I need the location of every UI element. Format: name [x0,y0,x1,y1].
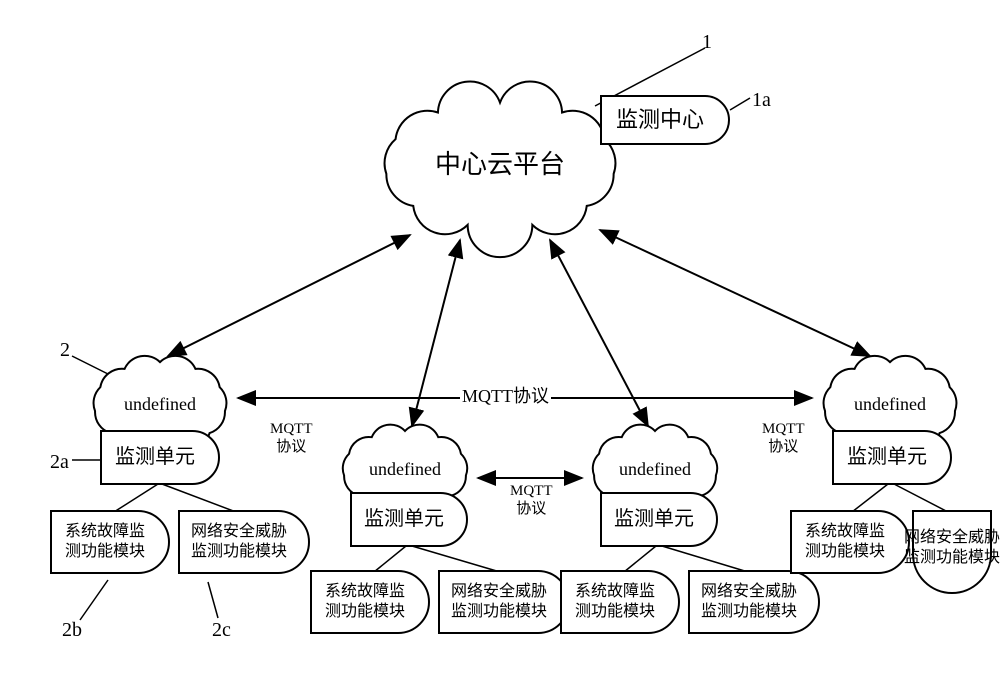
net-module-D: 网络安全威胁 监测功能模块 [912,510,992,594]
mqtt-side-label: MQTT 协议 [268,420,315,456]
monitor-unit-B: 监测单元 [350,492,468,547]
monitor-unit-C: 监测单元 [600,492,718,547]
center-cloud: 中心云平台 [360,85,640,245]
callout-c2c: 2c [210,618,233,642]
sys-module-D: 系统故障监 测功能模块 [790,510,910,574]
monitor-center: 监测中心 [600,95,730,145]
callout-c1: 1 [700,30,714,54]
mqtt-label: MQTT 协议 [508,482,555,518]
callout-c2a: 2a [48,450,71,474]
monitor-unit-D: 监测单元 [832,430,952,485]
monitor-unit-A: 监测单元 [100,430,220,485]
callout-c2b: 2b [60,618,84,642]
net-module-A: 网络安全威胁 监测功能模块 [178,510,310,574]
sys-module-C: 系统故障监 测功能模块 [560,570,680,634]
callout-c2: 2 [58,338,72,362]
net-module-C: 网络安全威胁 监测功能模块 [688,570,820,634]
mqtt-side-label: MQTT 协议 [760,420,807,456]
sys-module-B: 系统故障监 测功能模块 [310,570,430,634]
net-module-B: 网络安全威胁 监测功能模块 [438,570,570,634]
mqtt-label: MQTT协议 [460,386,551,408]
callout-c1a: 1a [750,88,773,112]
sys-module-A: 系统故障监 测功能模块 [50,510,170,574]
